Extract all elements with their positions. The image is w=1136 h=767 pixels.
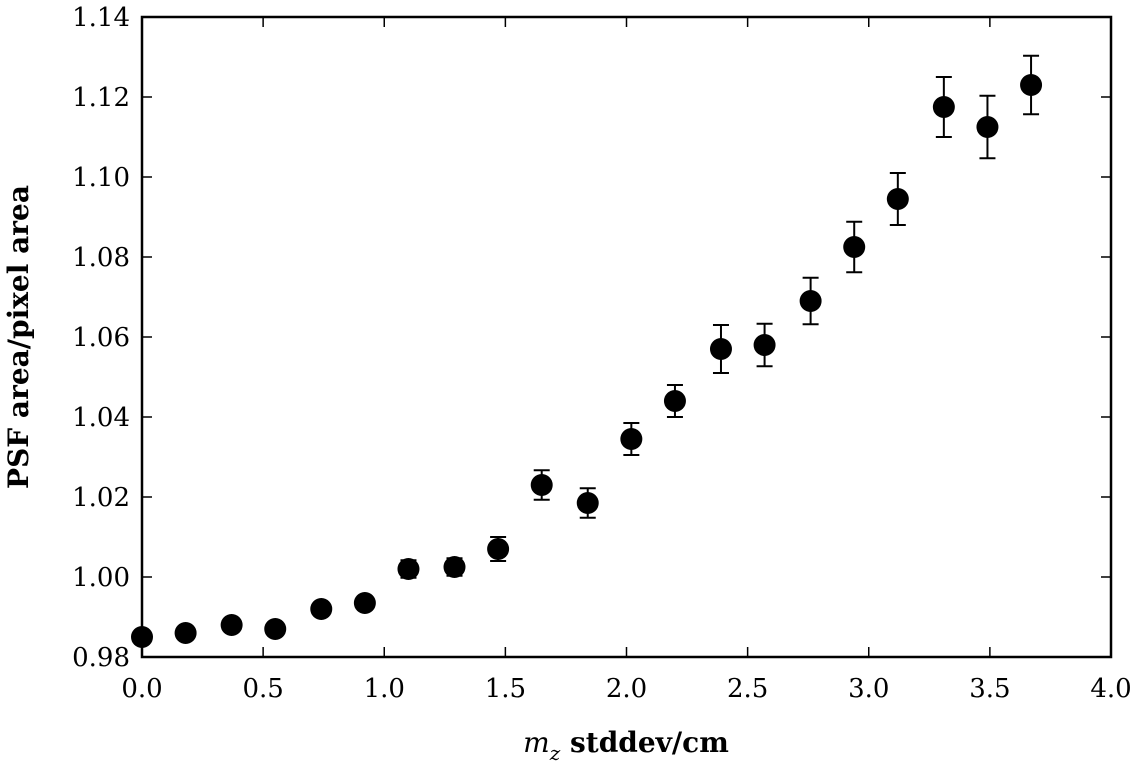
data-point xyxy=(576,492,599,514)
data-point xyxy=(886,188,909,210)
data-point xyxy=(932,96,955,118)
data-points xyxy=(131,74,1043,648)
y-tick-label: 1.00 xyxy=(72,563,130,593)
y-tick-label: 0.98 xyxy=(72,643,130,673)
x-axis-label: mz stddev/cm xyxy=(523,726,729,765)
data-point xyxy=(753,334,776,356)
data-point xyxy=(353,592,376,614)
data-point xyxy=(1020,74,1043,96)
axis-ticks xyxy=(141,16,1112,658)
x-tick-label: 1.0 xyxy=(364,674,405,704)
x-tick-label: 3.0 xyxy=(848,674,889,704)
y-tick-label: 1.10 xyxy=(72,163,130,193)
data-point xyxy=(799,290,822,312)
data-point xyxy=(397,558,420,580)
data-point xyxy=(310,598,333,620)
data-point xyxy=(663,390,686,412)
data-point xyxy=(220,614,243,636)
data-point xyxy=(620,428,643,450)
plot-frame xyxy=(140,15,1113,659)
data-point xyxy=(976,116,999,138)
y-tick-label: 1.08 xyxy=(72,243,130,273)
error-bars xyxy=(400,54,1040,579)
data-point xyxy=(843,236,866,258)
x-tick-label: 0.5 xyxy=(242,674,283,704)
y-tick-label: 1.04 xyxy=(72,403,130,433)
data-point xyxy=(487,538,510,560)
x-tick-label: 1.5 xyxy=(485,674,526,704)
y-tick-label: 1.14 xyxy=(72,3,130,33)
x-tick-label: 2.5 xyxy=(727,674,768,704)
y-tick-label: 1.02 xyxy=(72,483,130,513)
data-point xyxy=(530,474,553,496)
y-tick-label: 1.12 xyxy=(72,83,130,113)
x-tick-label: 3.5 xyxy=(969,674,1010,704)
y-tick-label: 1.06 xyxy=(72,323,130,353)
data-point xyxy=(709,338,732,360)
tick-labels: 0.0 0.5 1.0 1.5 2.0 2.5 3.0 3.5 4.0 0.98 1.00 1.02 1… xyxy=(72,3,1132,704)
x-tick-label: 4.0 xyxy=(1090,674,1131,704)
data-point xyxy=(264,618,287,640)
x-tick-label: 2.0 xyxy=(606,674,647,704)
data-point xyxy=(443,556,466,578)
y-axis-label: PSF area/pixel area xyxy=(2,185,35,489)
x-tick-label: 0.0 xyxy=(121,674,162,704)
data-point xyxy=(131,626,153,648)
data-point xyxy=(174,622,197,644)
